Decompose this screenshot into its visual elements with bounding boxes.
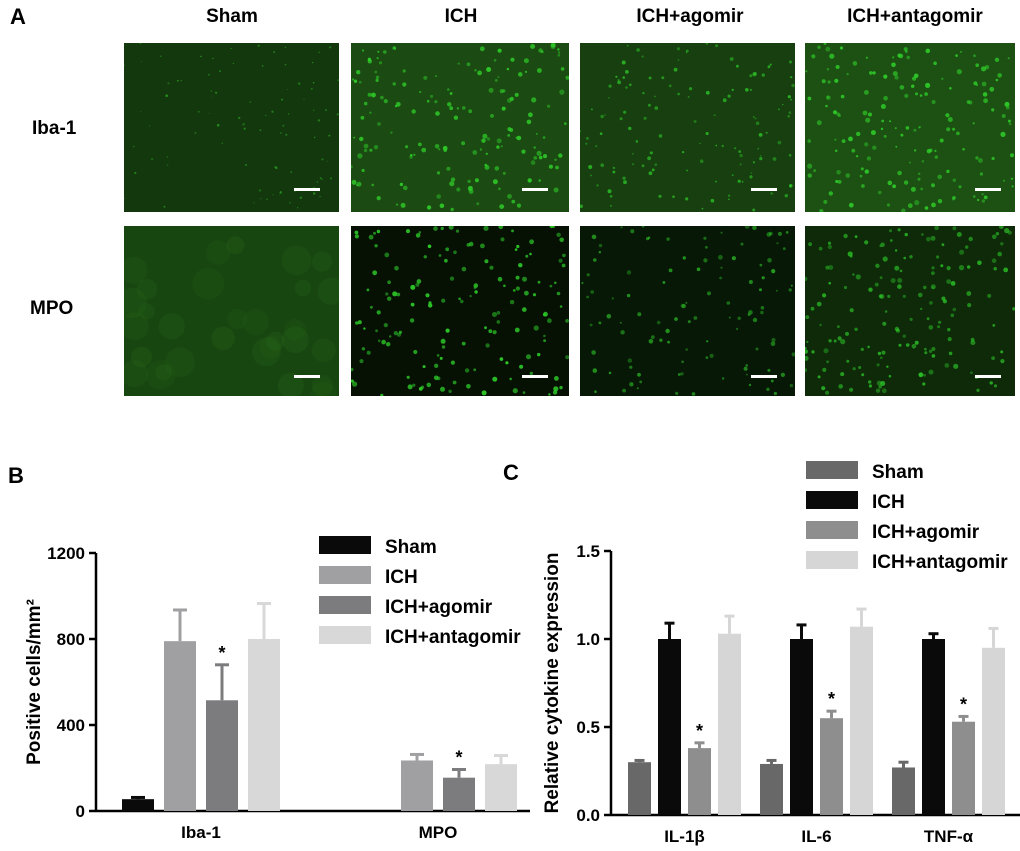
bar (122, 799, 154, 811)
chart-c: 0.0 0.5 1.0 1.5 Relative cytokine expression… (542, 461, 1020, 846)
column-heading-ich: ICH (444, 6, 478, 27)
panel-a-letter: A (10, 4, 26, 29)
x-category-label: MPO (419, 823, 458, 842)
micrograph-mpo-ich (351, 226, 569, 396)
bar (688, 748, 711, 815)
legend-swatch (806, 461, 858, 479)
legend-swatch (806, 521, 858, 539)
micrograph-texture (805, 226, 1015, 396)
micrograph-texture (805, 43, 1015, 212)
column-heading-ich-antagomir: ICH+antagomir (847, 6, 983, 27)
legend-label: ICH+agomir (385, 597, 493, 618)
x-category-label: IL-6 (801, 827, 831, 846)
x-category-label: IL-1β (664, 827, 705, 846)
micrograph-iba1-ich-antagomir (805, 43, 1015, 212)
significance-star: * (455, 748, 462, 768)
bar (628, 762, 651, 815)
scale-bar (751, 375, 777, 378)
bar (206, 700, 238, 811)
panel-b-letter: B (8, 463, 24, 488)
bar (790, 639, 813, 815)
micrograph-texture (124, 43, 339, 212)
bar (443, 777, 475, 811)
bar (922, 639, 945, 815)
micrograph-iba1-ich (351, 43, 569, 212)
significance-star: * (960, 694, 967, 714)
micrograph-iba1-sham (124, 43, 339, 212)
legend-swatch (806, 551, 858, 569)
legend-swatch (319, 536, 371, 554)
bar (850, 626, 873, 815)
micrograph-texture (580, 226, 795, 396)
micrograph-texture (124, 226, 339, 396)
y-tick-label: 400 (57, 716, 85, 735)
scale-bar (751, 188, 777, 191)
micrograph-texture (580, 43, 795, 212)
bar (248, 639, 280, 811)
legend-swatch (319, 626, 371, 644)
column-heading-sham: Sham (206, 6, 258, 27)
legend-label: ICH (385, 567, 418, 588)
y-tick-label: 800 (57, 630, 85, 649)
bar (952, 721, 975, 815)
y-tick-label: 0.5 (576, 718, 600, 737)
x-category-label: Iba-1 (181, 823, 221, 842)
row-heading-iba1: Iba-1 (32, 118, 77, 139)
y-axis-label: Positive cells/mm² (24, 599, 45, 765)
bar (658, 639, 681, 815)
scale-bar (522, 375, 548, 378)
micrograph-texture (351, 43, 569, 212)
bar (164, 641, 196, 811)
micrograph-mpo-sham (124, 226, 339, 396)
micrograph-iba1-ich-agomir (580, 43, 795, 212)
y-axis-label: Relative cytokine expression (542, 553, 563, 814)
y-tick-label: 1.5 (576, 542, 600, 561)
scale-bar (294, 188, 320, 191)
significance-star: * (828, 689, 835, 709)
column-heading-ich-agomir: ICH+agomir (636, 6, 744, 27)
y-tick-label: 0.0 (576, 806, 600, 825)
micrograph-texture (351, 226, 569, 396)
bar (760, 763, 783, 815)
scale-bar (975, 188, 1001, 191)
legend-label: ICH+antagomir (872, 552, 1008, 573)
y-tick-label: 1.0 (576, 630, 600, 649)
bar (485, 764, 517, 811)
legend-label: Sham (872, 462, 924, 483)
legend-label: ICH+antagomir (385, 627, 521, 648)
legend-swatch (319, 566, 371, 584)
bar (718, 633, 741, 815)
micrograph-mpo-ich-agomir (580, 226, 795, 396)
y-tick-label: 1200 (47, 544, 85, 563)
legend-swatch (806, 491, 858, 509)
chart-b: 0 400 800 1200 Positive cells/mm² * Iba-1 * MPO S… (24, 536, 530, 842)
significance-star: * (218, 643, 225, 663)
bar (401, 760, 433, 811)
legend-label: Sham (385, 537, 437, 558)
scale-bar (522, 188, 548, 191)
bar (820, 718, 843, 815)
legend-label: ICH+agomir (872, 522, 980, 543)
y-tick-label: 0 (76, 802, 85, 821)
scale-bar (975, 375, 1001, 378)
bar (892, 767, 915, 815)
bar (982, 647, 1005, 815)
legend-swatch (319, 596, 371, 614)
panel-c-letter: C (503, 460, 519, 485)
row-heading-mpo: MPO (30, 298, 74, 319)
scale-bar (294, 375, 320, 378)
legend-label: ICH (872, 492, 905, 513)
significance-star: * (696, 721, 703, 741)
x-category-label: TNF-α (924, 827, 974, 846)
micrograph-mpo-ich-antagomir (805, 226, 1015, 396)
